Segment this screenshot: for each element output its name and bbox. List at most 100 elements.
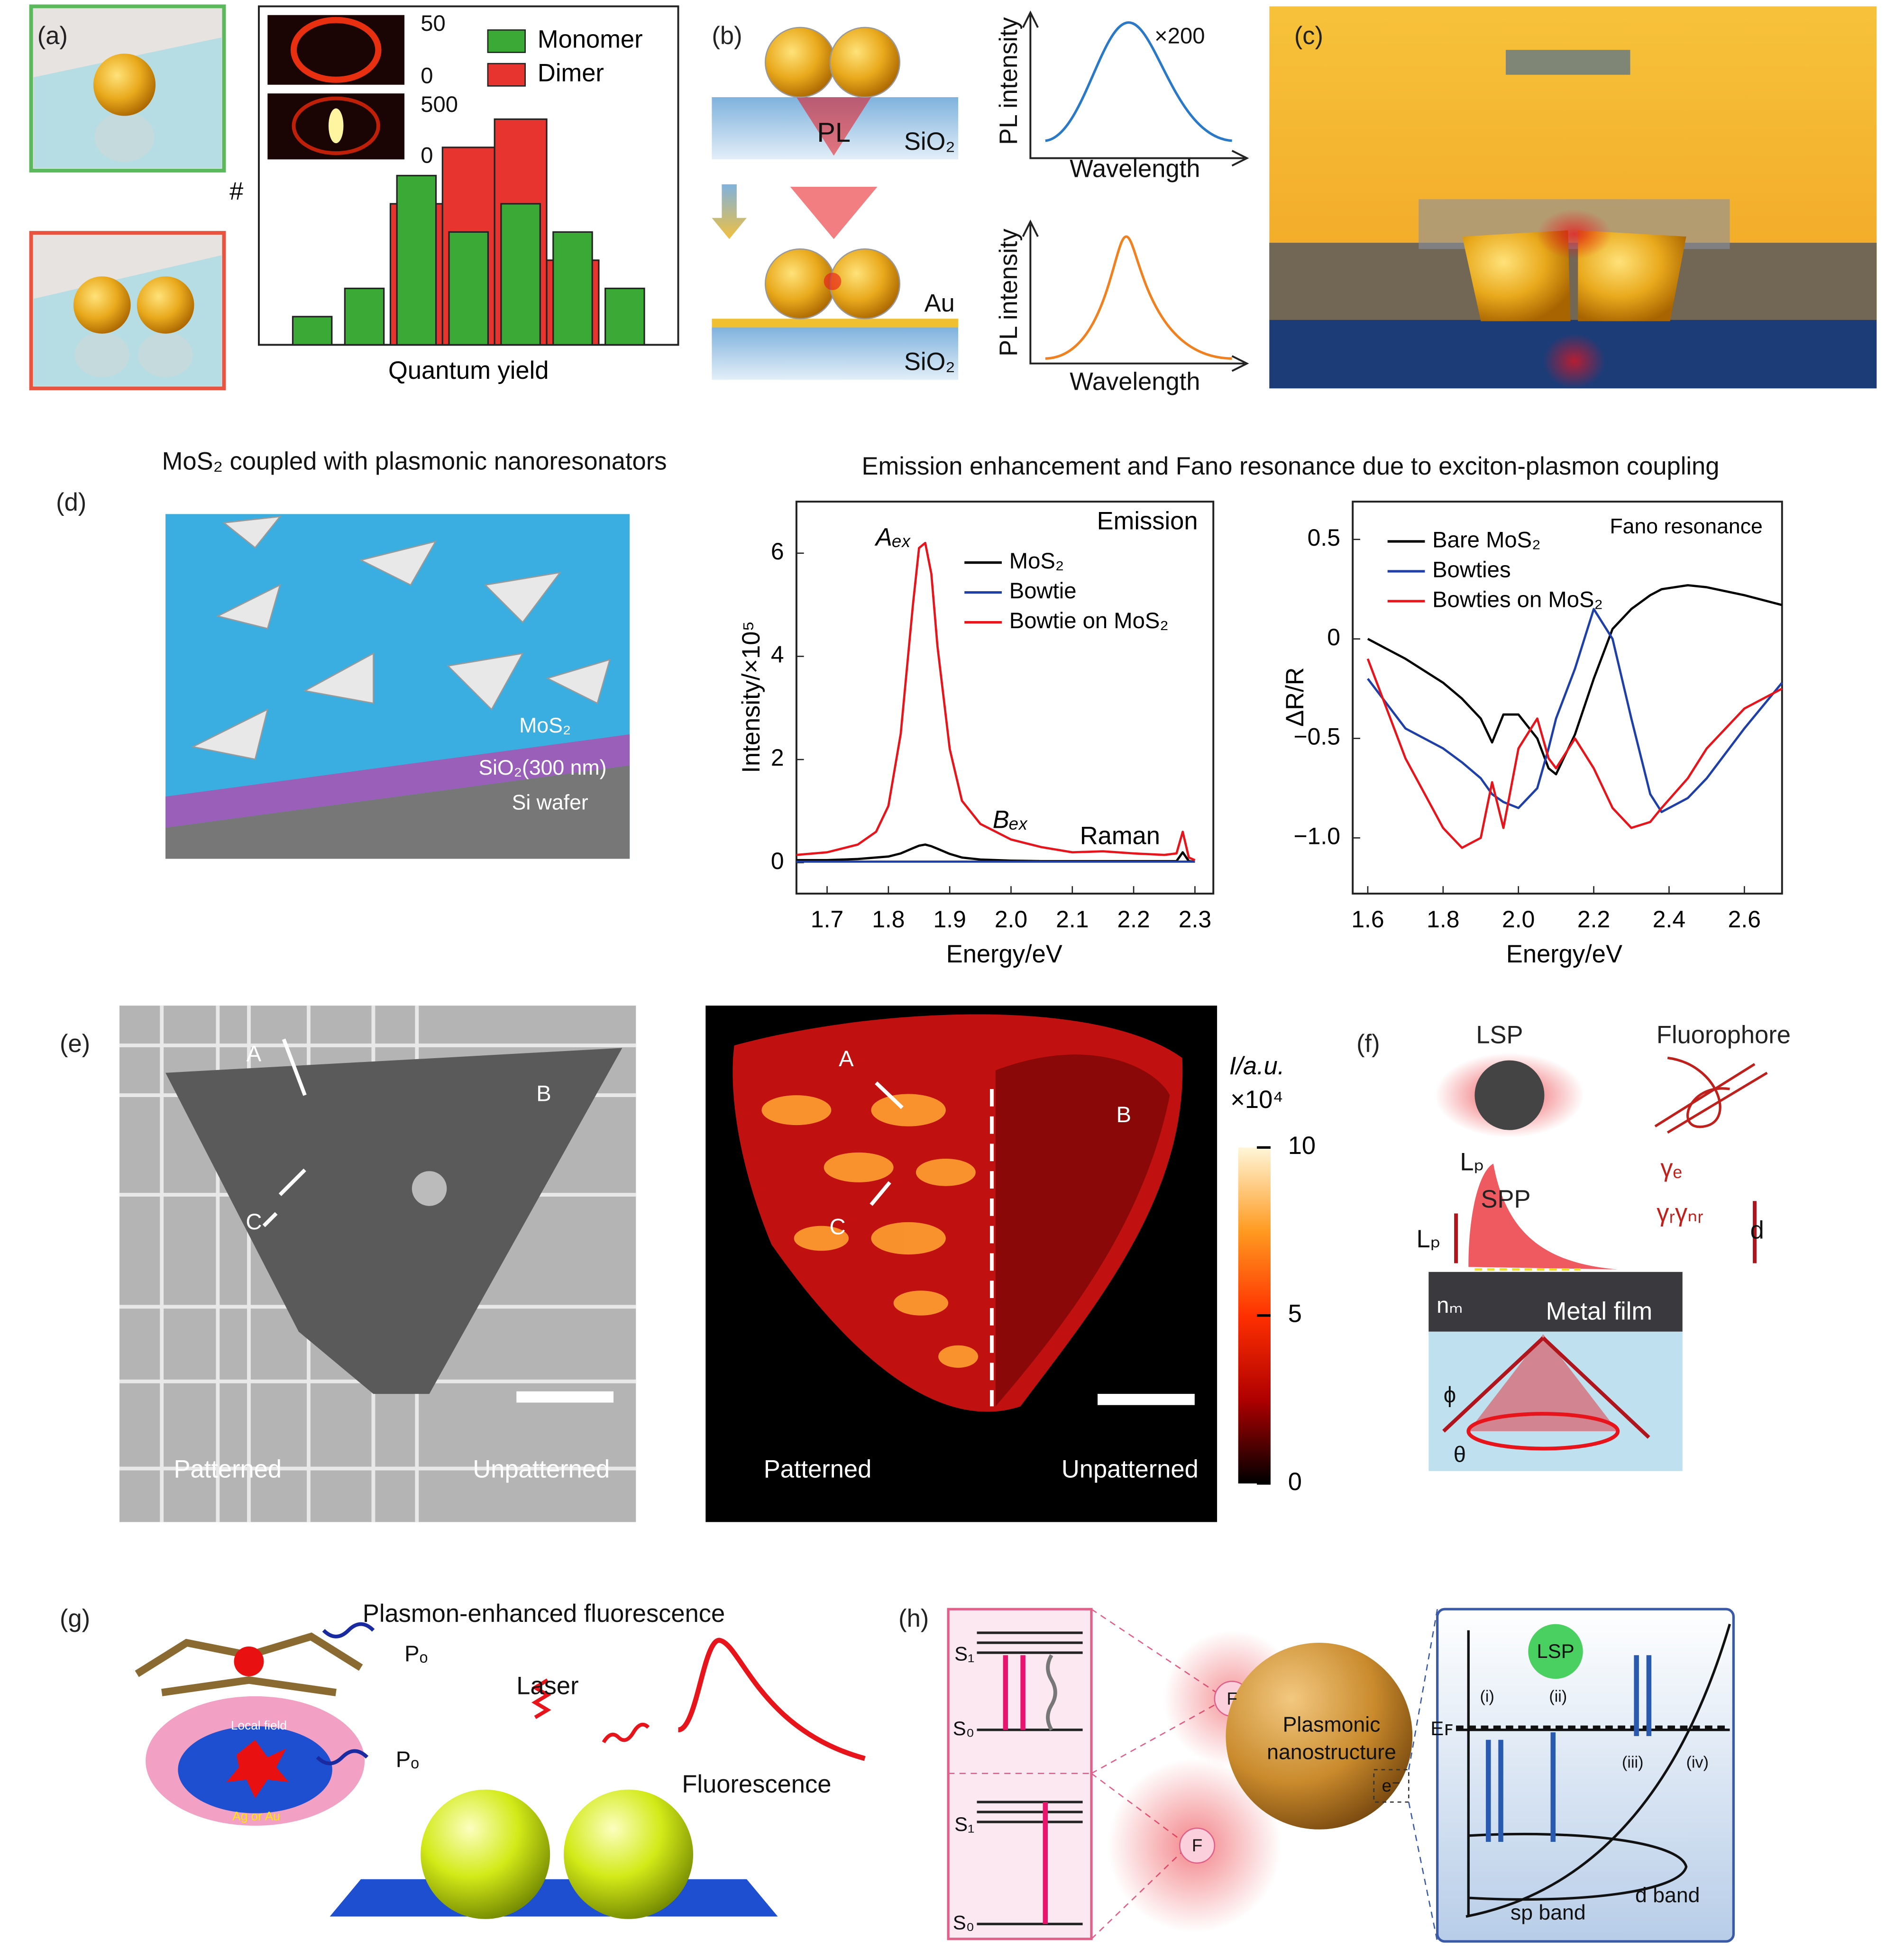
panel-b-schematic-part	[1045, 235, 1232, 360]
y-tick-label: 0	[771, 848, 784, 874]
legend-label: Bowties on MoS₂	[1432, 587, 1603, 613]
figure-label: Wavelength	[1070, 368, 1200, 396]
figure-label: Plasmon-enhanced fluorescence	[363, 1600, 725, 1628]
figure-label: PL intensity	[995, 17, 1023, 145]
panel-d-schematic-part	[216, 584, 281, 630]
figure-label: d	[1750, 1217, 1764, 1244]
panel-g-schematic-part	[226, 1739, 289, 1799]
panel-e-images-part	[761, 1094, 979, 1368]
figure-label: Eꜰ	[1430, 1717, 1454, 1739]
figure-label: (ii)	[1549, 1688, 1567, 1706]
x-axis-label: Quantum yield	[388, 357, 549, 384]
x-tick-label: 2.6	[1728, 906, 1761, 933]
figure-label: LSP	[1476, 1021, 1523, 1049]
panel-g-schematic-part	[531, 1678, 650, 1744]
panel-g-schematic	[135, 1622, 866, 1919]
colorbar-tick-label: 0	[1288, 1468, 1302, 1496]
panel-c-schematic-part	[1462, 230, 1571, 321]
panel-b-schematic-part	[790, 186, 878, 239]
y-tick-label: −0.5	[1294, 723, 1340, 750]
figure-label: Emission enhancement and Fano resonance …	[861, 452, 1719, 480]
panel-c-schematic	[1269, 6, 1877, 389]
figure-label: 0	[421, 63, 433, 88]
y-axis-label: #	[229, 177, 243, 205]
panel-d-schematic-part	[191, 708, 269, 760]
panel-h-schematic-part	[1226, 1643, 1413, 1830]
x-tick-label: 2.2	[1577, 906, 1610, 933]
figure-label: (f)	[1356, 1030, 1380, 1058]
figure-label: S₀	[953, 1911, 974, 1933]
panel-d-schematic-part	[222, 515, 282, 549]
panel-f-schematic-part	[1428, 1272, 1683, 1332]
panel-h-schematic-part	[1408, 1609, 1438, 1942]
legend-label: Bare MoS₂	[1432, 528, 1540, 553]
figure-label: PL intensity	[995, 229, 1023, 357]
figure-label: SiO₂(300 nm)	[478, 756, 606, 779]
panel-c-schematic-part	[1537, 209, 1612, 259]
panel-e-images-part-part	[761, 1095, 832, 1125]
figure-label: Metal film	[1546, 1297, 1653, 1325]
y-tick-label: −1.0	[1294, 823, 1340, 850]
figure-label: A	[247, 1042, 262, 1067]
legend-swatch	[487, 63, 526, 87]
legend-label: Bowtie	[1009, 578, 1077, 604]
colorbar-tick-label: 10	[1288, 1132, 1316, 1160]
legend-label: Monomer	[538, 26, 643, 54]
x-tick-label: 1.8	[872, 906, 905, 933]
panel-f-schematic-part	[1468, 1334, 1618, 1431]
panel-e-images-part-part	[824, 1152, 894, 1182]
panel-g-schematic-part	[330, 1879, 778, 1917]
panel-h-schematic-part	[1456, 1623, 1731, 1918]
figure-label: γᵣγₙᵣ	[1657, 1199, 1703, 1227]
colorbar-tick-label: 5	[1288, 1300, 1302, 1328]
figure-label: PL	[817, 118, 851, 148]
x-axis-label: Energy/eV	[946, 940, 1062, 968]
y-tick-label: 0	[1327, 624, 1340, 650]
panel-d-schematic-part	[359, 540, 437, 586]
panel-d-schematic-part	[165, 765, 630, 859]
panel-a-schematic-part	[94, 112, 155, 162]
panel-e-images-part	[516, 1391, 614, 1403]
panel-a-schematic-part	[93, 54, 156, 116]
figure-label: 50	[421, 11, 446, 36]
panel-b-schematic-part	[796, 97, 871, 156]
panel-h-schematic-part	[1091, 1609, 1227, 1940]
panel-a-schematic-part	[73, 276, 131, 334]
figure-label: (d)	[56, 488, 86, 516]
panel-b-schematic-part	[764, 27, 836, 98]
figure-label: MoS₂	[519, 714, 571, 737]
panel-e-images	[119, 1006, 1271, 1522]
annotation: Bₑₓ	[993, 806, 1028, 834]
legend-label: MoS₂	[1009, 549, 1064, 574]
figure-label: MoS₂ coupled with plasmonic nanoresonato…	[162, 448, 667, 476]
panel-e-images-part-part	[871, 1094, 946, 1126]
panel-f-schematic-part	[1654, 1056, 1768, 1134]
panel-a-schematic-part	[138, 332, 193, 377]
figure-label: Lₚ	[1460, 1148, 1484, 1176]
panel-d-schematic-part	[546, 659, 611, 705]
panel-b-schematic-part	[712, 327, 959, 380]
colorbar-label: I/a.u.	[1229, 1052, 1285, 1080]
bar	[500, 203, 541, 346]
panel-h-schematic	[947, 1608, 1735, 1943]
figure-label: S₁	[954, 1642, 974, 1665]
figure-label: B	[536, 1081, 551, 1107]
annotation: Raman	[1080, 822, 1160, 850]
panel-a-insets-part	[290, 17, 382, 83]
x-axis-label: Energy/eV	[1506, 940, 1622, 968]
x-tick-label: 2.3	[1179, 906, 1211, 933]
figure-label: SiO₂	[904, 128, 955, 156]
panel-b-schematic-part	[712, 184, 747, 239]
panel-b-schematic-part	[824, 273, 842, 290]
figure-label: (b)	[712, 22, 742, 50]
figure-label: γₑ	[1660, 1154, 1682, 1182]
panel-d-schematic-part	[165, 734, 630, 828]
panel-a-insets	[267, 15, 405, 160]
panel-d-schematic	[165, 514, 630, 859]
panel-a-insets-part	[328, 108, 344, 144]
panel-h-schematic-part	[1436, 1608, 1735, 1943]
figure-label: (iv)	[1686, 1754, 1709, 1772]
panel-h-schematic-part	[977, 1631, 1083, 1925]
plot-frame	[795, 501, 1215, 895]
panel-a-schematic	[29, 4, 226, 391]
